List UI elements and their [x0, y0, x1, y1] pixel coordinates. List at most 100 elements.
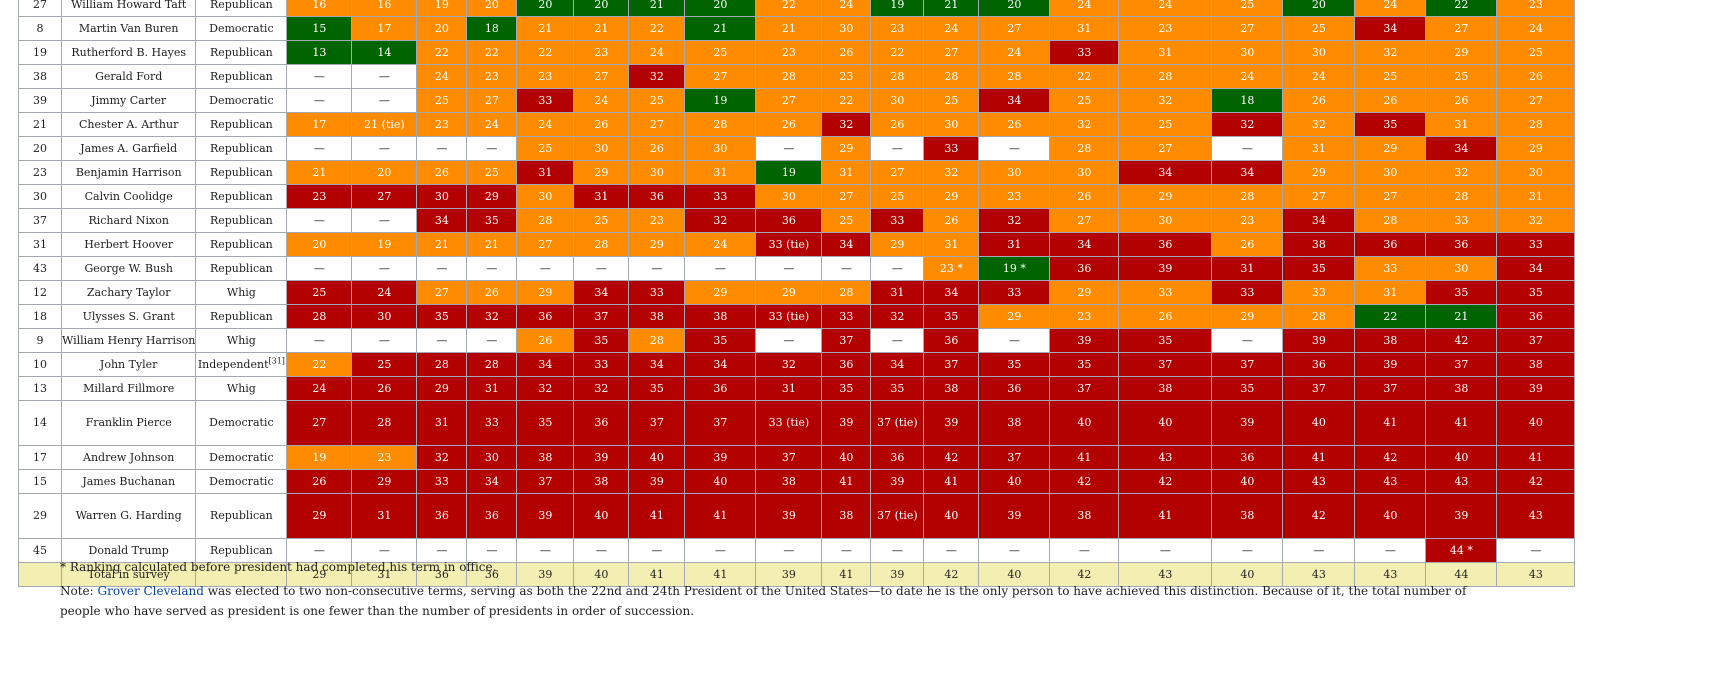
rank-cell: 22: [1049, 64, 1120, 89]
president-number: 23: [18, 160, 62, 185]
total-count-cell: 36: [416, 562, 468, 587]
citation-superscript[interactable]: [31]: [268, 355, 285, 365]
president-name[interactable]: Ulysses S. Grant: [60, 304, 197, 329]
rank-cell: 36: [1118, 232, 1213, 257]
party-cell[interactable]: Whig: [195, 376, 288, 401]
rank-cell: —: [286, 208, 353, 233]
rank-cell: 29: [516, 280, 575, 305]
president-name[interactable]: Franklin Pierce: [60, 400, 197, 446]
total-count-cell: 43: [1354, 562, 1427, 587]
rank-cell: —: [978, 538, 1051, 563]
rank-cell: 23: [978, 184, 1051, 209]
table-row: 17 Andrew Johnson Democratic 19 23 32 30 38 39 40…: [18, 445, 1576, 470]
president-name[interactable]: Millard Fillmore: [60, 376, 197, 401]
party-cell[interactable]: Republican: [195, 40, 288, 65]
president-name[interactable]: Martin Van Buren: [60, 16, 197, 41]
party-cell[interactable]: Republican: [195, 208, 288, 233]
party-label: Republican: [209, 45, 273, 59]
president-number: 18: [18, 304, 62, 329]
rank-cell: 28: [466, 352, 518, 377]
rank-cell: —: [821, 256, 872, 281]
rank-cell: —: [870, 538, 925, 563]
rank-cell: 24: [628, 40, 686, 65]
party-cell[interactable]: Democratic: [195, 400, 288, 446]
rank-cell: —: [870, 256, 925, 281]
president-name[interactable]: Jimmy Carter: [60, 88, 197, 113]
party-cell[interactable]: Republican: [195, 0, 288, 17]
rank-cell: 28: [1211, 184, 1284, 209]
rank-cell: 40: [978, 469, 1051, 494]
rank-cell: —: [416, 136, 468, 161]
president-name[interactable]: Benjamin Harrison: [60, 160, 197, 185]
rank-cell: 25: [286, 280, 353, 305]
party-cell[interactable]: Republican: [195, 256, 288, 281]
rank-cell: —: [870, 328, 925, 353]
rank-cell: 37: [923, 352, 980, 377]
party-cell[interactable]: Republican: [195, 112, 288, 137]
rank-cell: 25: [821, 208, 872, 233]
president-name[interactable]: Rutherford B. Hayes: [60, 40, 197, 65]
party-cell[interactable]: Democratic: [195, 469, 288, 494]
party-cell[interactable]: Republican: [195, 232, 288, 257]
rank-cell: 35: [1049, 352, 1120, 377]
rank-cell: 31: [416, 400, 468, 446]
president-name[interactable]: John Tyler: [60, 352, 197, 377]
president-name[interactable]: James Buchanan: [60, 469, 197, 494]
party-cell[interactable]: Republican: [195, 304, 288, 329]
rank-cell: 22: [755, 0, 823, 17]
rank-cell: 26: [1496, 64, 1576, 89]
party-cell[interactable]: Republican: [195, 184, 288, 209]
party-cell[interactable]: Republican: [195, 64, 288, 89]
party-cell[interactable]: Republican: [195, 493, 288, 539]
party-cell[interactable]: Republican: [195, 136, 288, 161]
rank-cell: 23: [1049, 304, 1120, 329]
party-cell[interactable]: Whig: [195, 280, 288, 305]
rank-cell: 33: [1354, 256, 1427, 281]
rank-cell: 28: [516, 208, 575, 233]
president-name[interactable]: Richard Nixon: [60, 208, 197, 233]
rank-cell: 31: [1496, 184, 1576, 209]
president-number: 38: [18, 64, 62, 89]
party-cell[interactable]: Democratic: [195, 88, 288, 113]
table-row: 8 Martin Van Buren Democratic 15 17 20 18 21 21 2…: [18, 16, 1576, 41]
president-name[interactable]: Zachary Taylor: [60, 280, 197, 305]
president-name[interactable]: Herbert Hoover: [60, 232, 197, 257]
rank-cell: 38: [1118, 376, 1213, 401]
table-row: 19 Rutherford B. Hayes Republican 13 14 22 22 2…: [18, 40, 1576, 65]
president-name[interactable]: Andrew Johnson: [60, 445, 197, 470]
president-name[interactable]: Chester A. Arthur: [60, 112, 197, 137]
rank-cell: 42: [1354, 445, 1427, 470]
party-label: Republican: [209, 543, 273, 557]
table-row: 37 Richard Nixon Republican — —34 35 28 25 23 32 3…: [18, 208, 1576, 233]
president-name[interactable]: William Howard Taft: [60, 0, 197, 17]
president-name[interactable]: Gerald Ford: [60, 64, 197, 89]
president-name[interactable]: George W. Bush: [60, 256, 197, 281]
rank-cell: —: [684, 256, 757, 281]
rank-cell: 30: [978, 160, 1051, 185]
rank-cell: 33: [1049, 40, 1120, 65]
rank-cell: 37: [1425, 352, 1498, 377]
rank-cell: 39: [1354, 352, 1427, 377]
rank-cell: 25: [516, 136, 575, 161]
president-name[interactable]: James A. Garfield: [60, 136, 197, 161]
grover-cleveland-link[interactable]: Grover Cleveland: [97, 584, 204, 598]
party-cell[interactable]: Independent[31]: [195, 352, 288, 377]
party-cell[interactable]: Republican: [195, 160, 288, 185]
rank-cell: 33 (tie): [755, 232, 823, 257]
president-name[interactable]: William Henry Harrison: [60, 328, 197, 353]
president-name[interactable]: Calvin Coolidge: [60, 184, 197, 209]
rank-cell: 35: [1211, 376, 1284, 401]
rank-cell: 38: [1425, 376, 1498, 401]
party-cell[interactable]: Democratic: [195, 445, 288, 470]
rank-cell: 23: [628, 208, 686, 233]
rank-cell: 37: [516, 469, 575, 494]
rank-cell: 36: [923, 328, 980, 353]
rank-cell: 32: [1211, 112, 1284, 137]
total-blank-cell: [18, 562, 62, 587]
party-cell[interactable]: Democratic: [195, 16, 288, 41]
rank-cell: 31: [1211, 256, 1284, 281]
party-cell[interactable]: Whig: [195, 328, 288, 353]
rank-cell: 35: [416, 304, 468, 329]
party-label: Whig: [226, 333, 256, 347]
president-name[interactable]: Warren G. Harding: [60, 493, 197, 539]
